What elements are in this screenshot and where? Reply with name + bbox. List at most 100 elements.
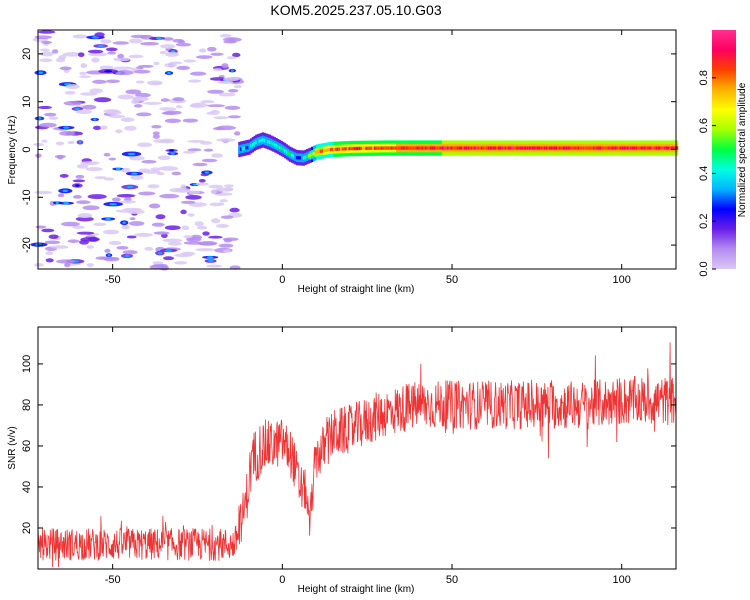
noise-cell bbox=[158, 166, 179, 171]
track-core bbox=[268, 140, 271, 145]
snr-x-label: Height of straight line (km) bbox=[298, 584, 415, 595]
noise-cell bbox=[88, 52, 108, 57]
noise-cell bbox=[233, 84, 242, 89]
noise-cell bbox=[176, 65, 191, 70]
noise-cell bbox=[155, 214, 166, 220]
track-core bbox=[630, 146, 633, 150]
track-core bbox=[496, 146, 499, 150]
track-core bbox=[435, 146, 438, 150]
track-core bbox=[450, 146, 453, 150]
track-core bbox=[460, 146, 463, 150]
noise-cell bbox=[61, 221, 80, 227]
snr-frame bbox=[37, 326, 677, 570]
noise-cell bbox=[200, 100, 215, 104]
track-core bbox=[572, 146, 575, 150]
figure-title: KOM5.2025.237.05.10.G03 bbox=[270, 2, 441, 18]
noise-cell bbox=[181, 225, 190, 231]
track-core bbox=[248, 145, 251, 149]
noise-cell bbox=[203, 148, 214, 152]
track-core bbox=[564, 146, 567, 150]
track-core bbox=[423, 146, 426, 150]
noise-cell bbox=[92, 79, 107, 84]
noise-cell bbox=[48, 234, 59, 240]
noise-cell bbox=[41, 40, 53, 44]
track-core bbox=[387, 146, 390, 150]
noise-cell bbox=[88, 236, 99, 242]
track-core bbox=[394, 146, 397, 150]
track-core bbox=[353, 146, 356, 151]
track-core bbox=[618, 146, 621, 150]
track-core bbox=[516, 146, 519, 150]
noise-cell bbox=[117, 94, 134, 100]
noise-cell bbox=[126, 235, 137, 239]
noise-cell bbox=[100, 39, 112, 44]
track-core bbox=[623, 146, 626, 150]
noise-cell bbox=[55, 141, 65, 146]
noise-cell bbox=[206, 104, 226, 108]
track-core bbox=[560, 146, 563, 150]
noise-cell bbox=[87, 49, 104, 54]
noise-cell bbox=[206, 264, 222, 268]
track-core bbox=[355, 146, 358, 151]
track-core bbox=[589, 146, 592, 150]
track-core bbox=[540, 146, 543, 150]
noise-cell bbox=[103, 152, 111, 157]
noise-cell bbox=[103, 177, 115, 181]
noise-cell bbox=[128, 221, 145, 226]
track-core bbox=[631, 146, 635, 150]
track-core bbox=[535, 146, 538, 150]
noise-cell bbox=[38, 30, 56, 34]
track-core bbox=[567, 146, 570, 150]
track-core bbox=[379, 146, 382, 150]
noise-cell bbox=[72, 179, 86, 183]
track-core bbox=[282, 147, 285, 152]
noise-cell bbox=[164, 225, 181, 231]
noise-cell bbox=[211, 153, 224, 158]
noise-cell bbox=[151, 124, 162, 129]
noise-cell bbox=[160, 44, 176, 49]
track-core bbox=[348, 146, 351, 151]
noise-cell bbox=[138, 191, 156, 196]
noise-cell bbox=[189, 104, 203, 108]
noise-cell bbox=[44, 112, 57, 117]
track-core bbox=[273, 143, 277, 147]
noise-cell bbox=[48, 116, 59, 120]
noise-cell bbox=[196, 55, 213, 59]
noise-cell bbox=[57, 155, 64, 160]
track-core bbox=[584, 146, 587, 150]
track-core bbox=[647, 146, 650, 150]
track-core bbox=[676, 146, 679, 150]
track-core bbox=[672, 146, 675, 150]
track-core bbox=[511, 146, 514, 150]
noise-cell bbox=[172, 97, 185, 102]
track-core bbox=[609, 146, 613, 150]
noise-cell bbox=[198, 178, 206, 183]
noise-cell bbox=[34, 190, 53, 195]
noise-cell bbox=[106, 110, 122, 116]
noise-cell bbox=[33, 263, 44, 267]
track-core bbox=[604, 146, 607, 150]
track-core bbox=[345, 147, 348, 151]
noise-cell bbox=[150, 167, 161, 172]
track-core bbox=[287, 151, 290, 155]
track-core bbox=[267, 140, 270, 144]
track-core bbox=[599, 146, 602, 150]
track-core bbox=[484, 146, 487, 150]
track-core bbox=[524, 146, 528, 150]
noise-cell bbox=[44, 240, 61, 245]
noise-cell bbox=[187, 148, 202, 152]
noise-cell bbox=[136, 112, 152, 117]
noise-cell bbox=[123, 207, 142, 212]
track-core bbox=[472, 146, 475, 150]
track-core bbox=[557, 146, 560, 150]
noise-cell bbox=[143, 101, 163, 105]
colorbar-tick-label: 0.2 bbox=[698, 214, 710, 229]
track-core bbox=[664, 146, 667, 150]
noise-cell-core bbox=[63, 126, 70, 129]
noise-cell bbox=[207, 89, 224, 94]
track-core bbox=[390, 146, 394, 150]
colorbar: 0.0 0.2 0.4 0.6 0.8 Normalized spectral ampl… bbox=[698, 30, 748, 277]
track-core bbox=[445, 146, 448, 150]
track-core bbox=[333, 147, 336, 152]
track-core bbox=[343, 147, 346, 151]
